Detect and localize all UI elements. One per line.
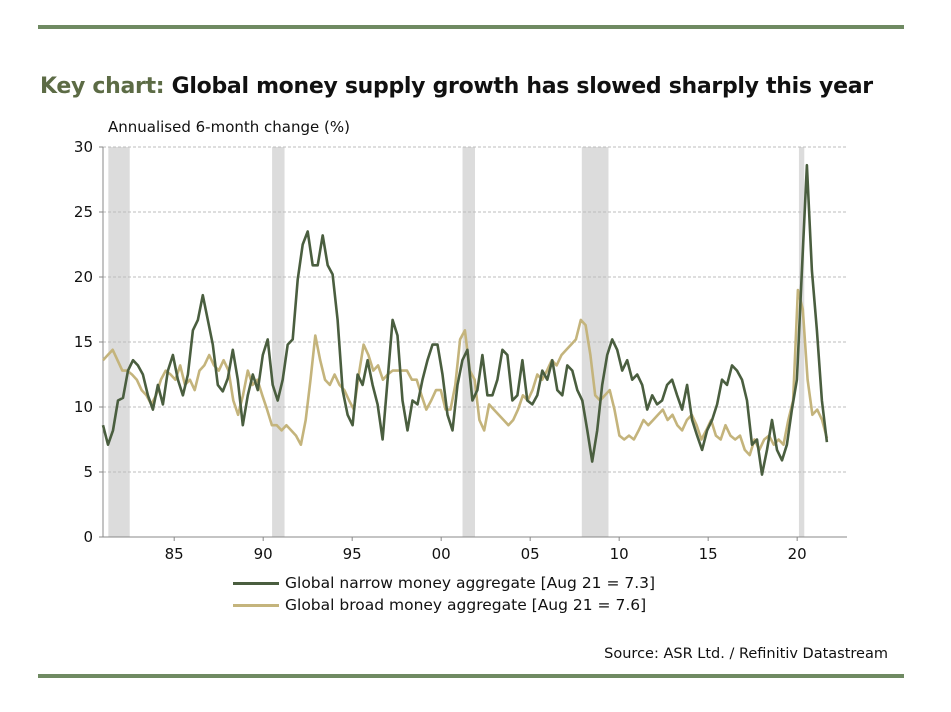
- x-tick-label: 20: [788, 545, 807, 563]
- x-tick-label: 00: [432, 545, 451, 563]
- x-tick-label: 85: [165, 545, 184, 563]
- x-tick-label: 10: [610, 545, 629, 563]
- legend-label-narrow: Global narrow money aggregate [Aug 21 = …: [285, 574, 656, 592]
- legend-item-broad: Global broad money aggregate [Aug 21 = 7…: [233, 596, 646, 614]
- y-tick-label: 20: [74, 268, 93, 286]
- source-note: Source: ASR Ltd. / Refinitiv Datastream: [604, 646, 888, 662]
- x-tick-label: 95: [343, 545, 362, 563]
- y-tick-label: 5: [83, 463, 93, 481]
- title-main: Global money supply growth has slowed sh…: [171, 74, 873, 99]
- y-axis-label: Annualised 6-month change (%): [108, 118, 350, 136]
- y-tick-label: 25: [74, 203, 93, 221]
- legend-swatch-broad: [233, 604, 279, 607]
- y-tick-label: 0: [83, 528, 93, 546]
- x-tick-label: 90: [254, 545, 273, 563]
- chart-title: Key chart: Global money supply growth ha…: [40, 74, 873, 99]
- legend-swatch-narrow: [233, 582, 279, 585]
- x-tick-label: 05: [521, 545, 540, 563]
- series-narrow-money: [101, 163, 829, 476]
- y-tick-label: 15: [74, 333, 93, 351]
- y-tick-label: 10: [74, 398, 93, 416]
- x-tick-label: 15: [699, 545, 718, 563]
- top-rule: [38, 25, 904, 29]
- y-tick-label: 30: [74, 138, 93, 156]
- recession-band: [798, 147, 805, 537]
- title-prefix: Key chart:: [40, 74, 165, 99]
- bottom-rule: [38, 674, 904, 678]
- legend-item-narrow: Global narrow money aggregate [Aug 21 = …: [233, 574, 655, 592]
- legend-label-broad: Global broad money aggregate [Aug 21 = 7…: [285, 596, 647, 614]
